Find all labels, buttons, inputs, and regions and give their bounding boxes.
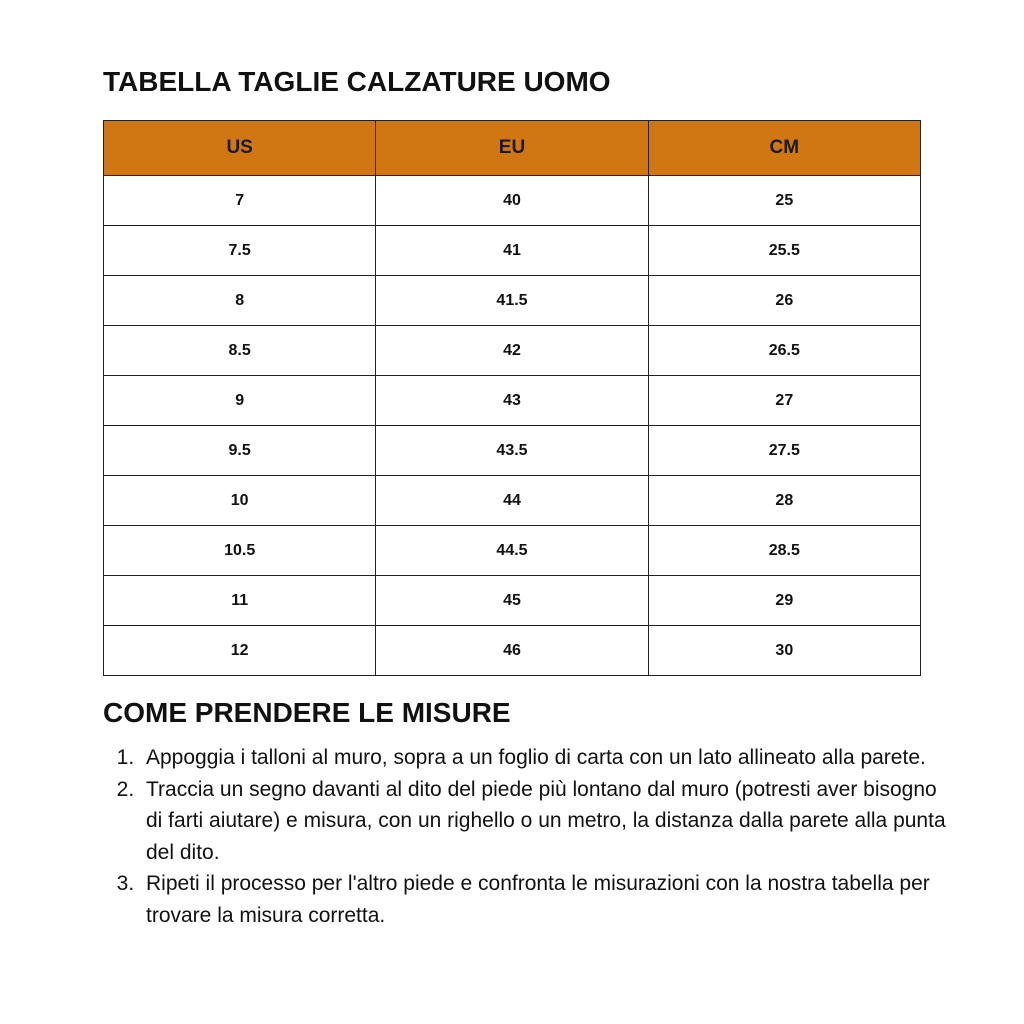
- table-row: 12 46 30: [102, 625, 922, 676]
- table-cell: 10.5: [102, 525, 377, 576]
- instruction-step: Appoggia i talloni al muro, sopra a un f…: [140, 742, 950, 774]
- table-cell: 42: [375, 325, 649, 376]
- table-row: 8.5 42 26.5: [102, 325, 922, 376]
- table-cell: 43.5: [375, 425, 649, 476]
- table-cell: 27: [647, 375, 922, 426]
- table-cell: 9.5: [102, 425, 377, 476]
- column-header: US: [102, 120, 377, 176]
- page-title: TABELLA TAGLIE CALZATURE UOMO: [103, 66, 611, 97]
- table-cell: 44.5: [375, 525, 649, 576]
- table-cell: 29: [647, 575, 922, 626]
- size-table: US EU CM 7 40 25 7.5 41 25.5 8 41.5 26 8.5 42 26.5 9 43…: [102, 120, 922, 676]
- instructions-title: COME PRENDERE LE MISURE: [103, 697, 511, 728]
- table-row: 9.5 43.5 27.5: [102, 425, 922, 476]
- table-cell: 26.5: [647, 325, 922, 376]
- table-cell: 25.5: [647, 225, 922, 276]
- table-cell: 41.5: [375, 275, 649, 326]
- table-row: 7.5 41 25.5: [102, 225, 922, 276]
- table-cell: 27.5: [647, 425, 922, 476]
- instruction-step: Ripeti il processo per l'altro piede e c…: [140, 868, 950, 931]
- table-cell: 7: [102, 175, 377, 226]
- table-cell: 28: [647, 475, 922, 526]
- table-cell: 30: [647, 625, 922, 676]
- table-row: 10.5 44.5 28.5: [102, 525, 922, 576]
- table-cell: 26: [647, 275, 922, 326]
- table-cell: 8.5: [102, 325, 377, 376]
- table-row: 9 43 27: [102, 375, 922, 426]
- table-row: 7 40 25: [102, 175, 922, 226]
- table-cell: 25: [647, 175, 922, 226]
- table-cell: 9: [102, 375, 377, 426]
- table-cell: 8: [102, 275, 377, 326]
- table-cell: 28.5: [647, 525, 922, 576]
- table-cell: 7.5: [102, 225, 377, 276]
- column-header: CM: [647, 120, 922, 176]
- table-cell: 12: [102, 625, 377, 676]
- table-row: 8 41.5 26: [102, 275, 922, 326]
- table-cell: 10: [102, 475, 377, 526]
- table-cell: 44: [375, 475, 649, 526]
- instructions-list: Appoggia i talloni al muro, sopra a un f…: [120, 742, 950, 931]
- table-cell: 43: [375, 375, 649, 426]
- table-cell: 40: [375, 175, 649, 226]
- table-cell: 11: [102, 575, 377, 626]
- table-cell: 45: [375, 575, 649, 626]
- table-row: 10 44 28: [102, 475, 922, 526]
- table-cell: 41: [375, 225, 649, 276]
- instruction-step: Traccia un segno davanti al dito del pie…: [140, 774, 950, 869]
- column-header: EU: [375, 120, 649, 176]
- table-cell: 46: [375, 625, 649, 676]
- table-header-row: US EU CM: [102, 120, 922, 176]
- table-row: 11 45 29: [102, 575, 922, 626]
